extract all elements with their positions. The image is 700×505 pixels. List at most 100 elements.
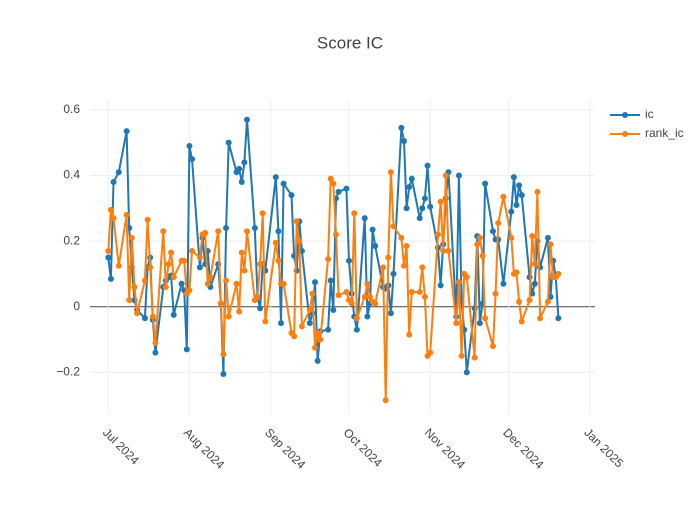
point [152,339,159,346]
point [189,156,196,163]
point [547,241,554,248]
point [243,116,250,123]
point [144,216,151,223]
point [335,292,342,299]
y-tick-label: −0.2 [56,365,80,379]
point [254,293,261,300]
point [474,241,481,248]
point [335,188,342,195]
y-tick-label: 0.2 [63,233,80,247]
point [361,215,368,222]
point [440,247,447,254]
point [225,139,232,146]
point [455,172,462,179]
point [403,243,410,250]
point [238,179,245,186]
point [437,282,444,289]
point [518,192,525,199]
point [123,211,130,218]
point [353,326,360,333]
point [275,257,282,264]
point [421,293,428,300]
point [408,288,415,295]
point [217,300,224,307]
y-tick-label: 0 [73,299,80,313]
point [387,169,394,176]
point [435,231,442,238]
point [186,287,193,294]
point [400,262,407,269]
point [298,323,305,330]
point [390,223,397,230]
point [202,229,209,236]
point [495,220,502,227]
point [241,159,248,166]
point [204,280,211,287]
point [555,315,562,322]
point [178,280,185,287]
point [516,298,523,305]
point [110,179,117,186]
point [312,344,319,351]
y-tick-label: 0.4 [63,168,80,182]
point [317,336,324,343]
point [437,198,444,205]
point [327,175,334,182]
point [500,193,507,200]
point [243,228,250,235]
point [236,308,243,315]
point [165,261,172,268]
point [529,233,536,240]
point [387,310,394,317]
point [288,192,295,199]
point [427,349,434,356]
x-tick-label: Sep 2024 [262,425,308,471]
point [149,313,156,320]
y-tick-label: 0.6 [63,102,80,116]
point [453,320,460,327]
legend-marker [622,112,628,118]
point [544,234,551,241]
point [406,331,413,338]
point [107,206,114,213]
point [280,280,287,287]
point [531,261,538,268]
point [372,243,379,250]
point [251,224,258,231]
point [325,326,332,333]
point [223,224,230,231]
point [105,254,112,261]
point [257,305,264,312]
point [526,297,533,304]
point [508,208,515,215]
legend-marker [622,131,628,137]
point [134,310,141,317]
point [272,174,279,181]
point [510,174,517,181]
point [398,124,405,131]
point [196,254,203,261]
point [309,290,316,297]
point [152,349,159,356]
point [241,267,248,274]
point [442,172,449,179]
point [471,354,478,361]
point [369,226,376,233]
point [275,228,282,235]
point [141,315,148,322]
point [500,280,507,287]
point [314,329,321,336]
point [508,234,515,241]
point [262,318,269,325]
point [445,247,452,254]
point [516,182,523,189]
point [537,315,544,322]
point [419,205,426,212]
point [131,284,138,291]
point [293,218,300,225]
point [513,269,520,276]
point [272,239,279,246]
point [170,274,177,281]
point [364,280,371,287]
point [385,254,392,261]
